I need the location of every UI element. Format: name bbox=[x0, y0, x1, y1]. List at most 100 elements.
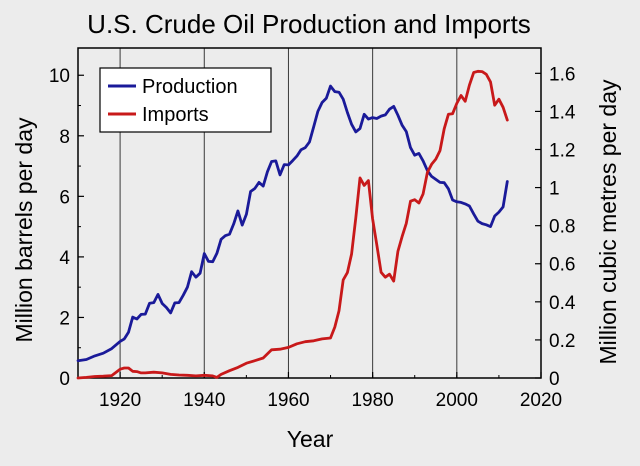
chart-title: U.S. Crude Oil Production and Imports bbox=[87, 9, 531, 39]
data-point-imports-1989 bbox=[409, 200, 412, 203]
data-point-production-1927 bbox=[148, 302, 151, 305]
data-point-production-1924 bbox=[136, 318, 139, 321]
data-point-imports-1948 bbox=[237, 366, 240, 369]
data-point-production-2011 bbox=[502, 206, 505, 209]
data-point-imports-2004 bbox=[472, 71, 475, 74]
data-point-imports-1918 bbox=[110, 374, 113, 377]
data-point-production-1929 bbox=[157, 293, 160, 296]
data-point-production-1979 bbox=[367, 118, 370, 121]
data-point-imports-2007 bbox=[485, 73, 488, 76]
data-point-imports-1962 bbox=[296, 342, 299, 345]
data-point-imports-1910 bbox=[77, 377, 80, 380]
data-point-imports-2012 bbox=[506, 119, 509, 122]
data-point-production-1930 bbox=[161, 302, 164, 305]
data-point-production-1922 bbox=[127, 331, 130, 334]
data-point-production-1960 bbox=[287, 164, 290, 167]
data-point-production-1999 bbox=[451, 199, 454, 202]
data-point-production-1949 bbox=[241, 224, 244, 227]
data-point-imports-2001 bbox=[460, 94, 463, 97]
data-point-imports-2003 bbox=[468, 84, 471, 87]
data-point-production-1962 bbox=[296, 155, 299, 158]
data-point-imports-1921 bbox=[123, 367, 126, 370]
data-point-production-1981 bbox=[375, 117, 378, 120]
y-tick-label-6: 6 bbox=[59, 187, 70, 208]
data-point-production-1996 bbox=[439, 181, 442, 184]
data-point-production-1961 bbox=[291, 159, 294, 162]
data-point-imports-1958 bbox=[279, 348, 282, 351]
series-imports bbox=[76, 69, 509, 380]
data-point-production-1932 bbox=[169, 312, 172, 315]
data-point-imports-1985 bbox=[392, 280, 395, 283]
data-point-production-1966 bbox=[312, 125, 315, 128]
data-point-production-1989 bbox=[409, 146, 412, 149]
data-point-imports-1950 bbox=[245, 362, 248, 365]
data-point-production-1982 bbox=[380, 115, 383, 118]
data-point-production-2008 bbox=[489, 225, 492, 228]
data-point-production-1926 bbox=[144, 313, 147, 316]
data-point-imports-1972 bbox=[338, 309, 341, 312]
data-point-production-1980 bbox=[371, 116, 374, 119]
x-tick-label-1920: 1920 bbox=[99, 390, 141, 411]
data-point-imports-1980 bbox=[371, 217, 374, 220]
data-point-imports-1995 bbox=[434, 158, 437, 161]
y-tick-label-10: 10 bbox=[49, 66, 70, 87]
x-axis-title: Year bbox=[287, 426, 334, 452]
data-point-production-2003 bbox=[468, 205, 471, 208]
data-point-imports-1944 bbox=[220, 373, 223, 376]
data-point-imports-1922 bbox=[127, 367, 130, 370]
data-point-imports-1926 bbox=[144, 372, 147, 375]
data-point-production-2007 bbox=[485, 223, 488, 226]
data-point-production-1914 bbox=[93, 355, 96, 358]
data-point-imports-2006 bbox=[481, 70, 484, 73]
y2-tick-label-4: 0.8 bbox=[549, 217, 575, 238]
data-point-production-1937 bbox=[190, 270, 193, 273]
y-tick-label-8: 8 bbox=[59, 127, 70, 148]
y2-tick-label-3: 0.6 bbox=[549, 255, 575, 276]
data-point-production-1947 bbox=[232, 223, 235, 226]
data-point-production-2004 bbox=[472, 213, 475, 216]
data-point-production-1990 bbox=[413, 154, 416, 157]
data-point-production-1987 bbox=[401, 124, 404, 127]
x-tick-label-1980: 1980 bbox=[351, 390, 393, 411]
data-point-imports-1993 bbox=[426, 171, 429, 174]
data-point-imports-1991 bbox=[418, 202, 421, 205]
data-point-production-1936 bbox=[186, 286, 189, 289]
data-point-imports-1977 bbox=[359, 177, 362, 180]
data-point-imports-1946 bbox=[228, 369, 231, 372]
data-point-production-2009 bbox=[493, 215, 496, 218]
data-point-imports-1966 bbox=[312, 339, 315, 342]
data-point-imports-1998 bbox=[447, 113, 450, 116]
data-point-production-1998 bbox=[447, 187, 450, 190]
data-point-imports-2002 bbox=[464, 100, 467, 103]
legend-label-imports: Imports bbox=[142, 104, 209, 126]
data-point-production-1953 bbox=[258, 181, 261, 184]
data-point-imports-1964 bbox=[304, 340, 307, 343]
data-point-production-2006 bbox=[481, 222, 484, 225]
data-point-production-2012 bbox=[506, 180, 509, 183]
data-point-production-1912 bbox=[85, 358, 88, 361]
data-point-production-1918 bbox=[110, 347, 113, 350]
data-point-production-1956 bbox=[270, 160, 273, 163]
data-point-production-1974 bbox=[346, 111, 349, 114]
data-point-production-1916 bbox=[102, 352, 105, 355]
data-point-production-1969 bbox=[325, 97, 328, 100]
data-point-production-1944 bbox=[220, 238, 223, 241]
data-point-production-1933 bbox=[173, 302, 176, 305]
data-point-imports-1990 bbox=[413, 198, 416, 201]
data-point-imports-1988 bbox=[405, 222, 408, 225]
data-point-imports-1975 bbox=[350, 253, 353, 256]
series-production bbox=[76, 84, 509, 363]
data-point-production-1948 bbox=[237, 210, 240, 213]
data-point-imports-1930 bbox=[161, 372, 164, 375]
data-point-production-1959 bbox=[283, 163, 286, 166]
data-point-imports-1976 bbox=[354, 216, 357, 219]
data-point-production-1958 bbox=[279, 174, 282, 177]
legend-box bbox=[99, 67, 272, 133]
series-line-imports bbox=[76, 69, 509, 380]
y2-tick-label-8: 1.6 bbox=[549, 64, 575, 85]
data-point-imports-1986 bbox=[397, 250, 400, 253]
data-point-imports-1925 bbox=[140, 372, 143, 375]
x-tick-label-2000: 2000 bbox=[436, 390, 478, 411]
data-point-imports-1954 bbox=[262, 357, 265, 360]
data-point-imports-1936 bbox=[186, 374, 189, 377]
